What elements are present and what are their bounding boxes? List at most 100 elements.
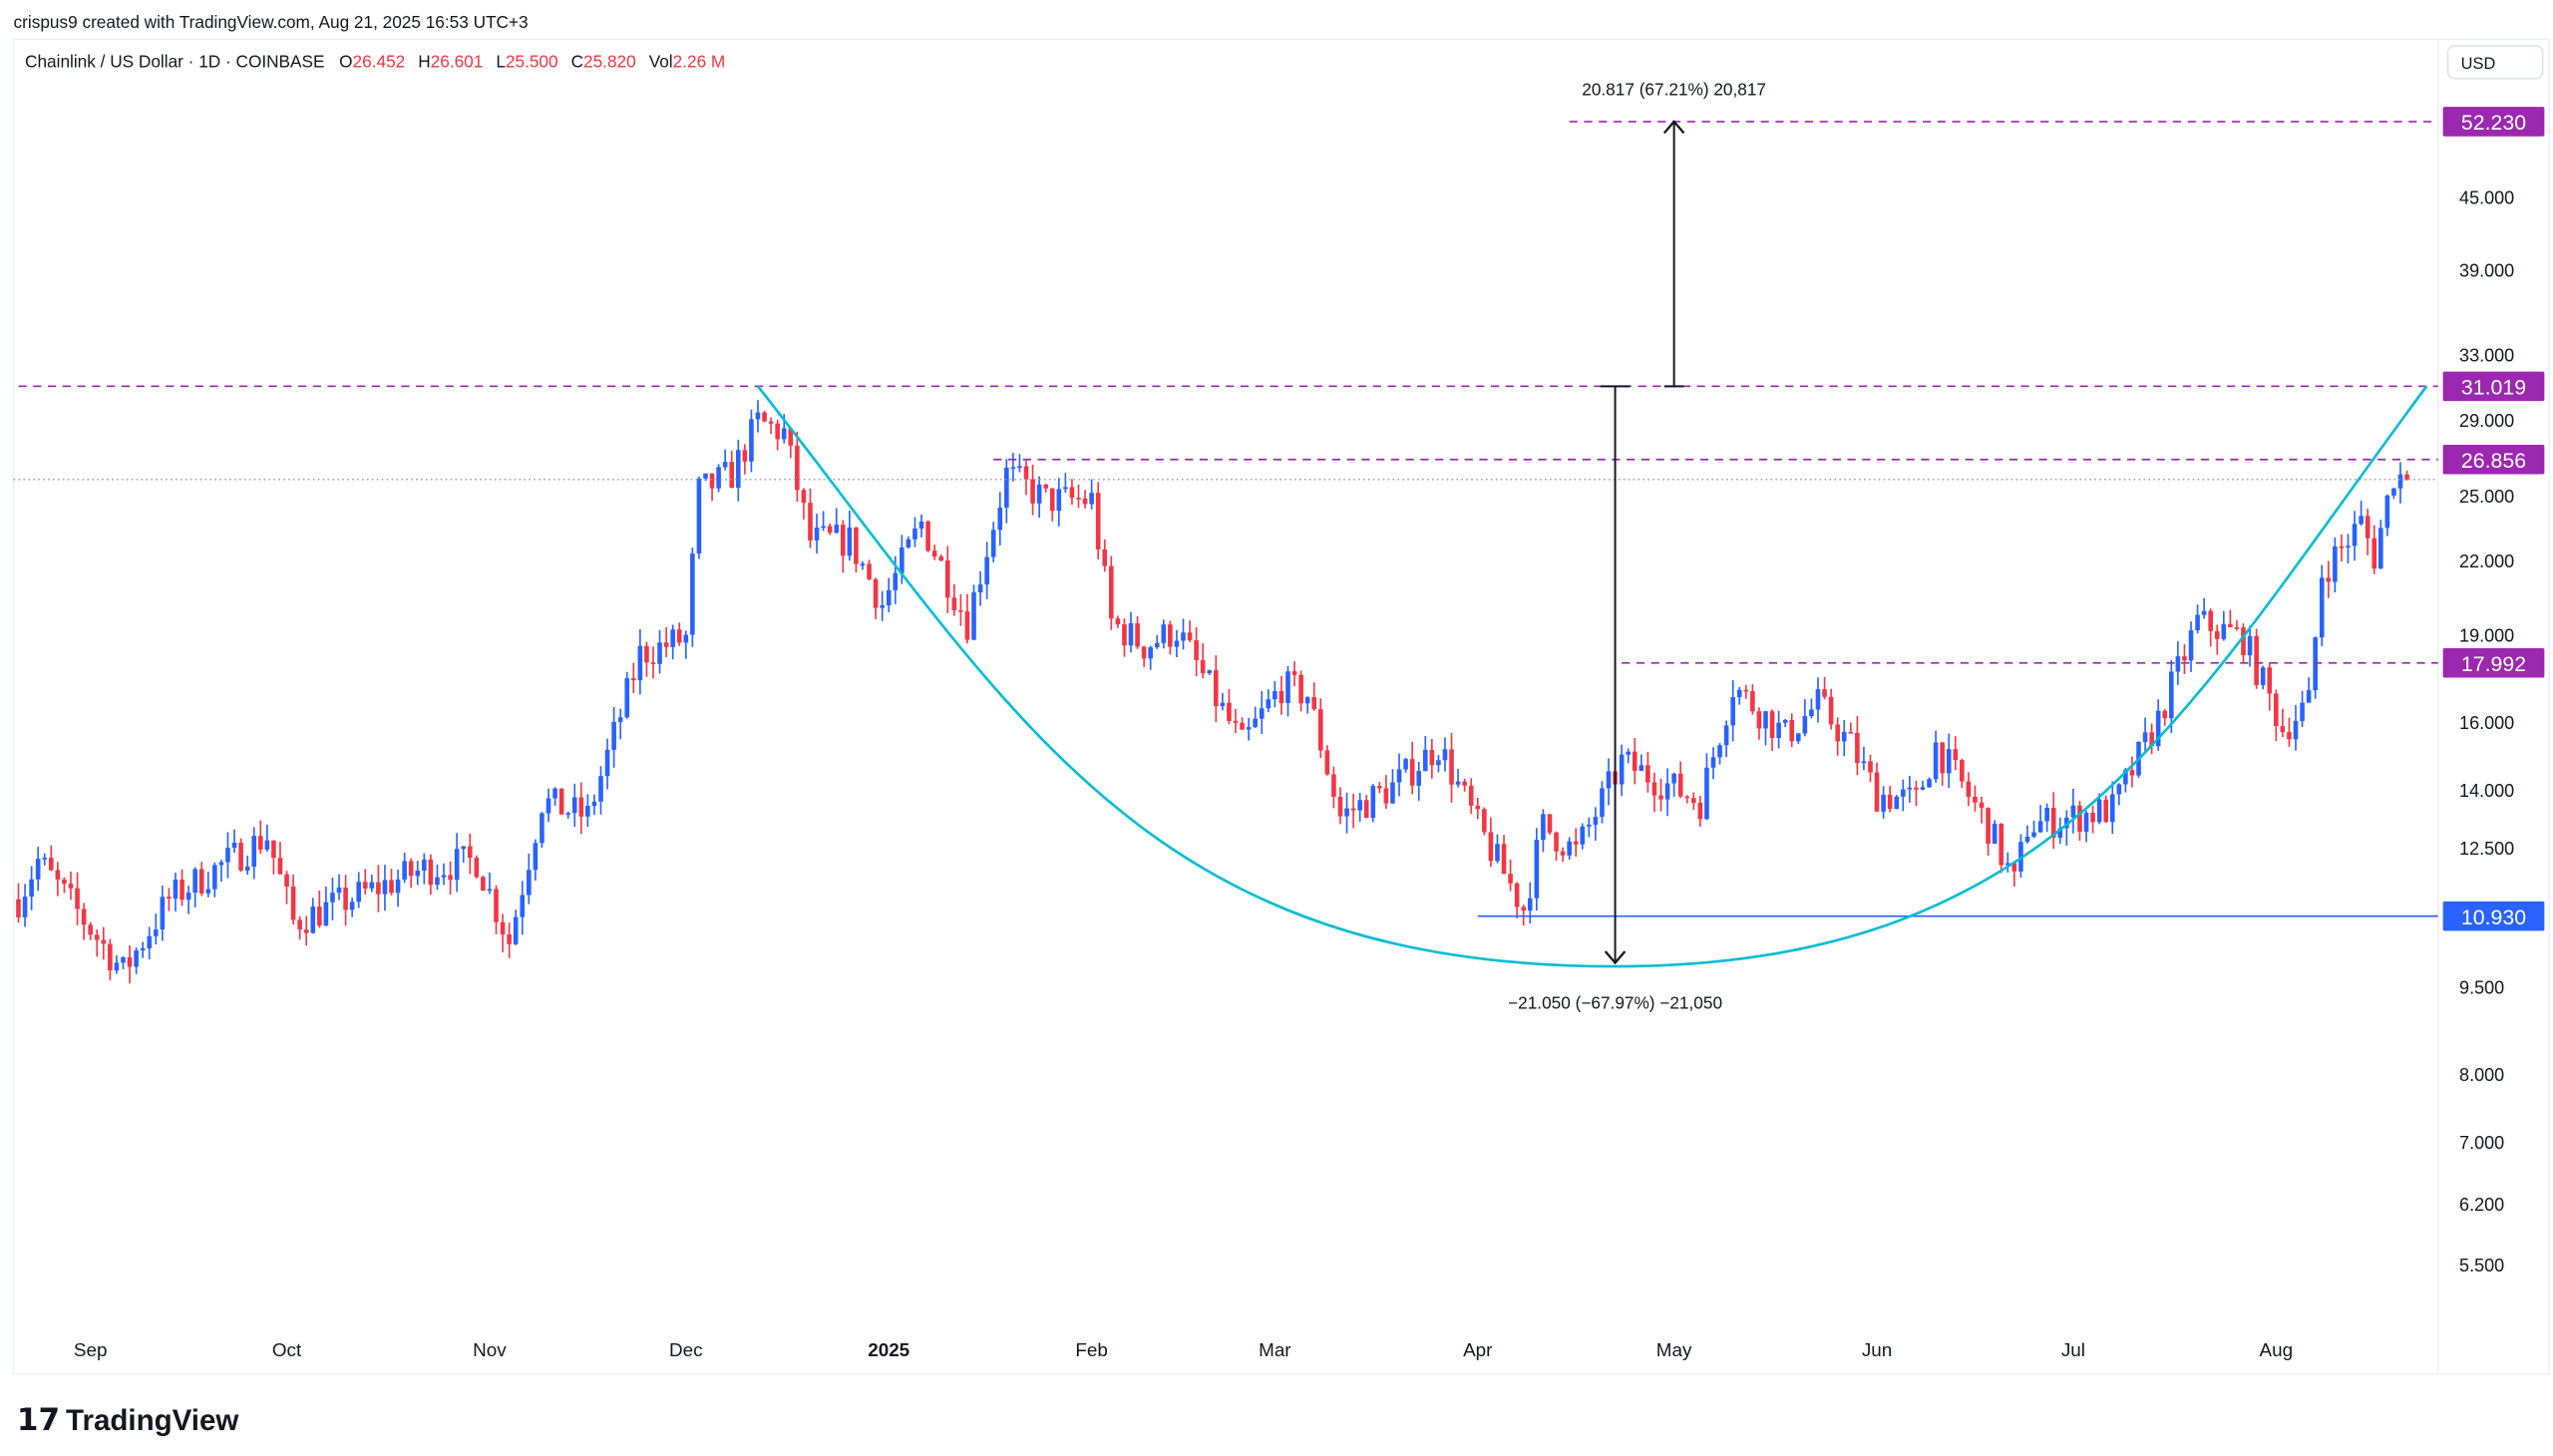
candle-down [1331, 774, 1336, 797]
candle-down [1350, 808, 1356, 811]
candle-down [1141, 646, 1147, 659]
candle-down [1501, 844, 1507, 875]
candle-down [1940, 742, 1945, 774]
candle-up [369, 882, 375, 889]
time-tick-label: May [1656, 1339, 1692, 1360]
candle-up [657, 642, 662, 664]
candle-down [1200, 659, 1206, 674]
candle-up [814, 528, 820, 541]
candle-up [2070, 805, 2076, 818]
time-tick-label: Jul [2061, 1339, 2085, 1360]
candle-down [62, 879, 67, 885]
candle-up [1273, 691, 1277, 700]
candle-up [415, 870, 421, 877]
candle-down [55, 870, 61, 880]
candle-up [617, 717, 623, 722]
candle-up [2116, 784, 2122, 795]
candle-down [1194, 639, 1199, 660]
candle-down [578, 797, 584, 817]
candle-down [1874, 772, 1880, 812]
candle-up [2260, 667, 2266, 685]
candle-down [729, 462, 735, 489]
candle-down [944, 560, 950, 598]
candle-up [604, 749, 610, 777]
candle-up [624, 678, 630, 718]
candle-down [167, 897, 172, 900]
candle-down [1651, 782, 1657, 796]
candle-up [121, 956, 126, 963]
time-tick-label: Oct [272, 1339, 302, 1360]
candle-up [173, 880, 179, 900]
candle-up [1154, 642, 1160, 648]
candle-up [598, 776, 603, 802]
candle-up [192, 869, 197, 894]
candle-up [2293, 720, 2299, 740]
candle-down [467, 846, 473, 859]
candle-down [1645, 765, 1650, 783]
candle-down [2050, 807, 2056, 838]
candle-down [631, 678, 636, 681]
candle-up [1390, 782, 1395, 804]
time-tick-label: Nov [473, 1339, 507, 1360]
candle-up [1089, 493, 1094, 505]
candle-up [540, 813, 545, 844]
candle-up [2188, 630, 2194, 661]
candle-up [1056, 489, 1062, 512]
measure-up-label: 20.817 (67.21%) 20,817 [1582, 80, 1766, 100]
candle-up [880, 604, 885, 608]
candle-down [481, 877, 486, 892]
candle-down [1914, 787, 1919, 790]
currency-button[interactable]: USD [2446, 45, 2544, 80]
candle-up [1344, 808, 1349, 817]
candle-down [2287, 732, 2292, 740]
candle-up [2123, 770, 2128, 785]
candle-down [81, 909, 87, 925]
price-tick-label: 16.000 [2459, 713, 2514, 733]
candle-up [2359, 516, 2364, 525]
candle-down [1278, 691, 1284, 704]
candle-down [742, 450, 748, 462]
candle-up [900, 546, 905, 573]
candle-up [2109, 794, 2115, 823]
candle-down [1632, 751, 1638, 771]
candle-down [1677, 773, 1683, 797]
candle-down [1298, 674, 1303, 704]
candle-down [1409, 759, 1415, 786]
candle-down [2077, 805, 2082, 832]
candle-up [533, 843, 539, 871]
open-value: 26.452 [353, 51, 406, 71]
time-axis[interactable]: Sep Oct Nov Dec 2025 Feb Mar Apr May Jun Jul Aug [74, 1339, 2293, 1360]
candle-up [1063, 487, 1068, 490]
candle-down [343, 888, 348, 910]
low-value: 25.500 [506, 51, 558, 71]
time-tick-label: Dec [669, 1339, 703, 1360]
candle-down [1750, 691, 1755, 712]
candle-down [1317, 709, 1323, 751]
candle-up [2378, 528, 2383, 569]
price-axis[interactable]: 45.000 39.000 33.000 29.000 25.000 22.000 19.0… [2459, 187, 2514, 1275]
candle-down [1822, 689, 1827, 697]
price-tick-label: 14.000 [2459, 781, 2514, 801]
candle-down [68, 884, 74, 889]
candle-down [238, 843, 243, 871]
candle-up [1933, 742, 1939, 780]
candle-down [2267, 667, 2273, 694]
candle-down [1828, 696, 1834, 725]
candle-up [527, 870, 532, 896]
candle-down [1076, 498, 1081, 500]
time-tick-label: Feb [1075, 1339, 1108, 1360]
candle-down [257, 836, 263, 850]
level-price-badge [2442, 901, 2545, 931]
candle-down [428, 859, 434, 886]
candle-up [435, 877, 440, 886]
candle-up [2096, 799, 2102, 823]
candle-up [1036, 484, 1042, 504]
candle-up [244, 866, 250, 871]
candle-up [847, 527, 853, 556]
candle-down [1429, 749, 1435, 766]
volume-value: 2.26 M [673, 51, 726, 71]
candle-down [2228, 623, 2233, 628]
candle-down [1855, 732, 1860, 764]
